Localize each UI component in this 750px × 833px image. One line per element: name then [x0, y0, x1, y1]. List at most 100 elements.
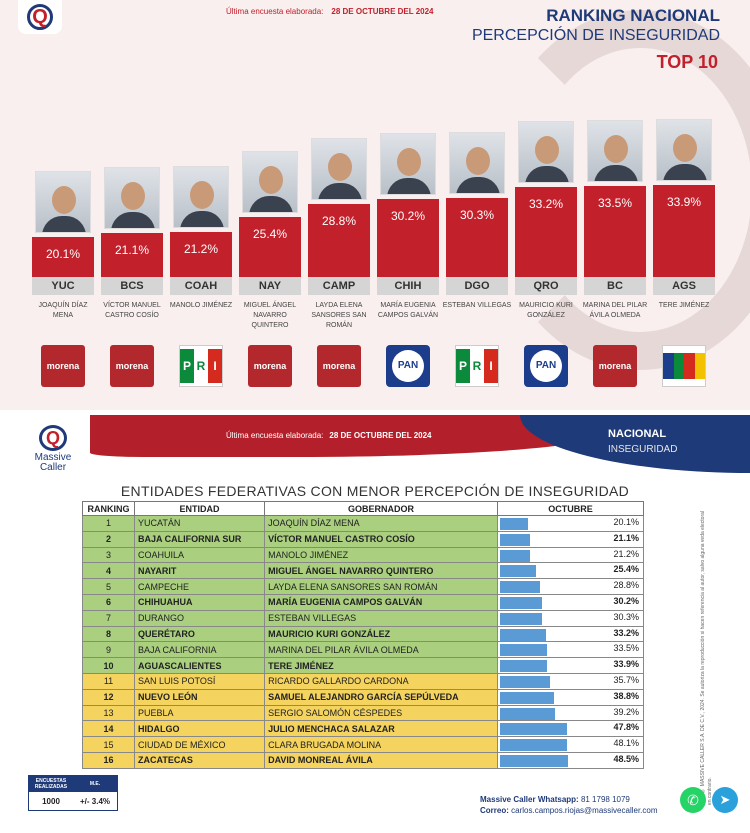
- enc-header-me: M.E.: [89, 781, 101, 787]
- cell-rank: 5: [82, 578, 135, 595]
- table-row: 1 YUCATÁN JOAQUÍN DÍAZ MENA 20.1%: [82, 515, 644, 532]
- cell-entity: CAMPECHE: [133, 578, 266, 595]
- email-contact: Correo: carlos.campos.riojas@massivecall…: [480, 806, 658, 815]
- survey-stats-box: ENCUESTAS REALIZADAS M.E. 1000 +/- 3.4%: [28, 775, 118, 811]
- cell-rank: 1: [82, 515, 135, 532]
- ranking-table: RANKING ENTIDAD GOBERNADOR OCTUBRE 1 YUCA…: [82, 501, 644, 769]
- cell-governor: JOAQUÍN DÍAZ MENA: [264, 515, 498, 532]
- cell-entity: DURANGO: [133, 609, 266, 627]
- state-label: BC: [584, 277, 646, 295]
- cell-entity: BAJA CALIFORNIA SUR: [133, 530, 266, 548]
- party-logo-pan: PAN: [386, 345, 430, 387]
- cell-governor: VÍCTOR MANUEL CASTRO COSÍO: [264, 530, 498, 548]
- whatsapp-icon[interactable]: ✆: [680, 787, 706, 813]
- bar-value-label: 33.9%: [666, 195, 702, 209]
- top-ranking-panel: Q Última encuesta elaborada: 28 DE OCTUBR…: [0, 0, 750, 410]
- bar-value-label: 33.2%: [528, 197, 564, 211]
- octubre-bar: [500, 644, 547, 657]
- cell-rank: 16: [82, 751, 135, 769]
- cell-entity: SAN LUIS POTOSÍ: [133, 672, 266, 690]
- party-logo-morena: morena: [110, 345, 154, 387]
- cell-governor: TERE JIMÉNEZ: [264, 657, 498, 674]
- enc-value-me: +/- 3.4%: [79, 796, 110, 806]
- cell-octubre: 38.8%: [497, 688, 644, 706]
- table-row: 5 CAMPECHE LAYDA ELENA SANSORES SAN ROMÁN 2…: [82, 578, 644, 595]
- table-row: 14 HIDALGO JULIO MENCHACA SALAZAR 47.8%: [82, 720, 644, 738]
- cell-octubre: 33.5%: [497, 641, 644, 659]
- cell-governor: SAMUEL ALEJANDRO GARCÍA SEPÚLVEDA: [264, 688, 498, 706]
- cell-governor: MANOLO JIMÉNEZ: [264, 546, 498, 564]
- bar-value-label: 28.8%: [321, 214, 357, 228]
- cell-octubre: 25.4%: [497, 562, 644, 580]
- cell-octubre: 20.1%: [497, 515, 644, 532]
- cell-rank: 10: [82, 657, 135, 674]
- label-nacional: NACIONAL: [608, 428, 667, 440]
- table-row: 13 PUEBLA SERGIO SALOMÓN CÉSPEDES 39.2%: [82, 704, 644, 722]
- table-row: 12 NUEVO LEÓN SAMUEL ALEJANDRO GARCÍA SEPÚ…: [82, 688, 644, 706]
- table-title: ENTIDADES FEDERATIVAS CON MENOR PERCEPCI…: [120, 483, 630, 499]
- cell-rank: 11: [82, 672, 135, 690]
- cell-rank: 8: [82, 625, 135, 643]
- survey-date-top: Última encuesta elaborada: 28 DE OCTUBRE …: [226, 7, 434, 16]
- state-label: CAMP: [308, 277, 370, 295]
- cell-octubre: 33.2%: [497, 625, 644, 643]
- state-label: NAY: [239, 277, 301, 295]
- octubre-bar: [500, 691, 554, 704]
- party-logo-morena: morena: [317, 345, 361, 387]
- bar-value-label: 21.2%: [183, 242, 219, 256]
- cell-entity: AGUASCALIENTES: [133, 657, 266, 674]
- bar-dgo: [446, 198, 508, 277]
- bar-value-label: 20.1%: [45, 247, 81, 261]
- cell-governor: RICARDO GALLARDO CARDONA: [264, 672, 498, 690]
- bar-coah: [170, 232, 232, 277]
- header-gobernador: GOBERNADOR: [264, 501, 498, 516]
- bar-bcs: [101, 233, 163, 277]
- party-logo-pan: PAN: [524, 345, 568, 387]
- cell-governor: CLARA BRUGADA MOLINA: [264, 736, 498, 753]
- octubre-bar: [500, 612, 542, 625]
- massive-caller-logo-bottom: Q Massive Caller: [28, 425, 78, 473]
- governor-photo: [173, 166, 229, 228]
- state-label: DGO: [446, 277, 508, 295]
- octubre-bar: [500, 707, 555, 720]
- cell-octubre: 30.2%: [497, 593, 644, 611]
- cell-entity: ZACATECAS: [133, 751, 266, 769]
- table-row: 11 SAN LUIS POTOSÍ RICARDO GALLARDO CARDON…: [82, 672, 644, 690]
- octubre-bar: [500, 596, 542, 609]
- table-row: 7 DURANGO ESTEBAN VILLEGAS 30.3%: [82, 609, 644, 627]
- party-logo-coalition: [662, 345, 706, 387]
- cell-entity: HIDALGO: [133, 720, 266, 738]
- table-row: 8 QUERÉTARO MAURICIO KURI GONZÁLEZ 33.2%: [82, 625, 644, 643]
- table-row: 16 ZACATECAS DAVID MONREAL ÁVILA 48.5%: [82, 751, 644, 769]
- octubre-value: 48.1%: [613, 738, 639, 749]
- octubre-value: 30.3%: [613, 611, 639, 622]
- cell-rank: 13: [82, 704, 135, 722]
- cell-rank: 7: [82, 609, 135, 627]
- party-logo-morena: morena: [41, 345, 85, 387]
- bar-ags: [653, 185, 715, 277]
- cell-entity: NUEVO LEÓN: [133, 688, 266, 706]
- cell-governor: SERGIO SALOMÓN CÉSPEDES: [264, 704, 498, 722]
- state-label: BCS: [101, 277, 163, 295]
- governor-photo: [104, 167, 160, 229]
- cell-octubre: 48.5%: [497, 751, 644, 769]
- governor-name: MARÍA EUGENIA CAMPOS GALVÁN: [377, 302, 439, 319]
- cell-rank: 4: [82, 562, 135, 580]
- governor-name: ESTEBAN VILLEGAS: [442, 302, 512, 309]
- telegram-icon[interactable]: ➤: [712, 787, 738, 813]
- governor-photo: [587, 120, 643, 182]
- table-row: 9 BAJA CALIFORNIA MARINA DEL PILAR ÁVILA O…: [82, 641, 644, 659]
- governor-name: MAURICIO KURI GONZÁLEZ: [519, 302, 573, 319]
- cell-entity: CHIHUAHUA: [133, 593, 266, 611]
- governor-photo: [380, 133, 436, 195]
- cell-rank: 12: [82, 688, 135, 706]
- governor-photo: [311, 138, 367, 200]
- bar-bc: [584, 186, 646, 277]
- massive-caller-logo: Q: [18, 0, 62, 34]
- cell-entity: NAYARIT: [133, 562, 266, 580]
- octubre-bar: [500, 549, 530, 562]
- cell-rank: 2: [82, 530, 135, 548]
- cell-octubre: 48.1%: [497, 736, 644, 753]
- party-logo-morena: morena: [248, 345, 292, 387]
